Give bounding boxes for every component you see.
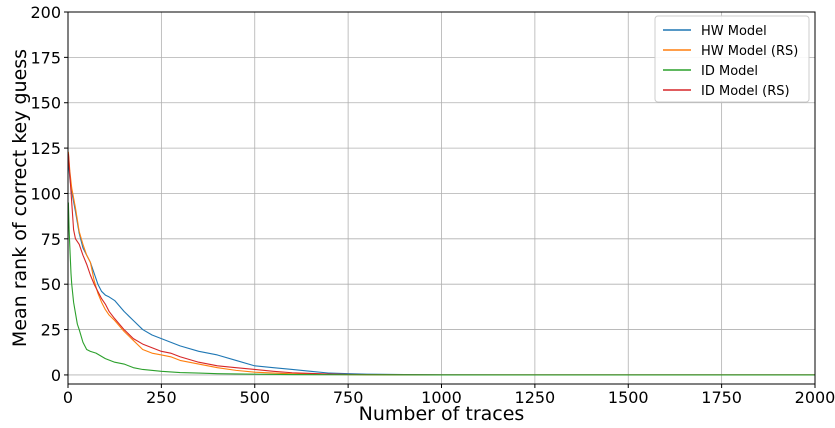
legend-label: HW Model	[701, 24, 767, 39]
y-tick-label: 0	[51, 366, 61, 385]
legend-box	[654, 15, 810, 103]
legend-item-hw-model: HW Model	[663, 24, 767, 39]
y-tick-label: 75	[41, 230, 61, 249]
legend-item-hw-model-rs: HW Model (RS)	[663, 44, 798, 59]
x-tick-label: 500	[239, 388, 270, 407]
y-tick-label: 125	[30, 139, 61, 158]
y-tick-label: 100	[30, 184, 61, 203]
x-tick-label: 1500	[608, 388, 649, 407]
x-tick-label: 1250	[515, 388, 556, 407]
axis-ticks: 0 250 500 750 1000 1250 1500 1750 2000 0 25 50 75 100…	[30, 3, 835, 407]
legend-item-id-model-rs: ID Model (RS)	[663, 84, 790, 99]
series-line-id-model	[67, 202, 815, 376]
legend: HW Model HW Model (RS) ID Model ID Model (R…	[654, 15, 810, 103]
y-tick-label: 150	[30, 94, 61, 113]
x-tick-label: 1750	[701, 388, 742, 407]
y-tick-label: 25	[41, 321, 61, 340]
y-axis-label: Mean rank of correct key guess	[9, 49, 31, 347]
legend-label: ID Model (RS)	[701, 84, 790, 99]
x-tick-label: 250	[146, 388, 177, 407]
y-tick-label: 50	[41, 275, 61, 294]
x-tick-label: 2000	[795, 388, 835, 407]
y-tick-label: 175	[30, 48, 61, 67]
legend-label: HW Model (RS)	[701, 44, 798, 59]
series-lines	[67, 151, 815, 376]
legend-label: ID Model	[701, 64, 758, 79]
x-tick-label: 750	[333, 388, 364, 407]
x-tick-label: 1000	[421, 388, 462, 407]
x-tick-label: 0	[63, 388, 73, 407]
x-axis-label: Number of traces	[359, 403, 525, 425]
legend-item-id-model: ID Model	[663, 64, 758, 79]
y-tick-label: 200	[30, 3, 61, 22]
